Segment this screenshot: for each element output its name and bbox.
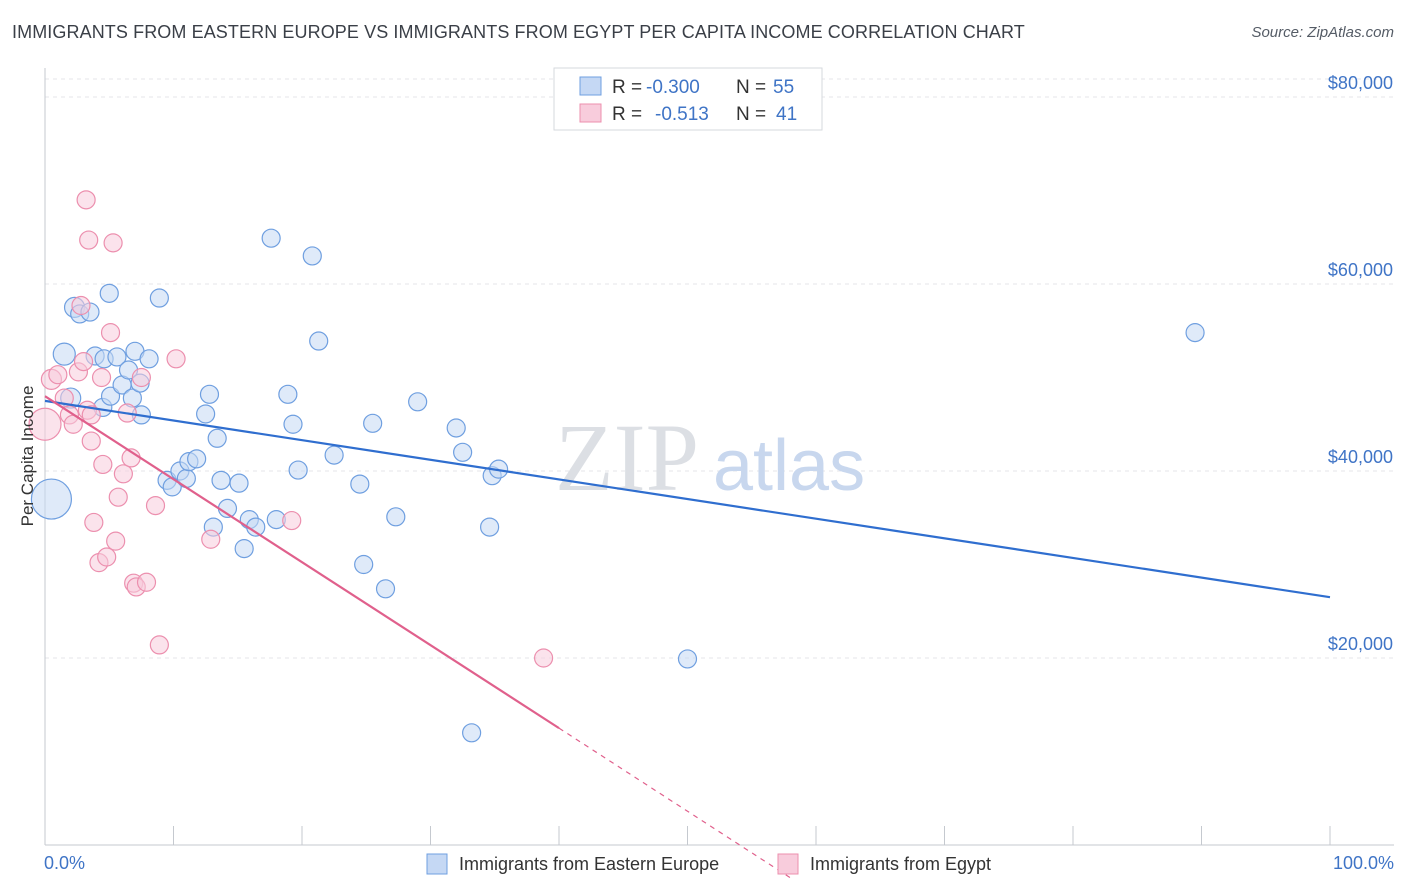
data-point-series1-45 [350, 474, 370, 494]
legend-swatch-egypt [777, 853, 799, 875]
data-point-series1-43 [309, 331, 329, 351]
stats-legend: R = -0.300 N = 55 R = -0.513 N = 41 [553, 67, 823, 131]
data-point-series1-51 [446, 418, 466, 438]
data-point-series1-28 [199, 384, 220, 404]
data-point-series1-31 [211, 470, 231, 490]
data-point-series2-30 [136, 572, 157, 592]
data-point-series2-31 [145, 495, 166, 516]
data-point-series2-19 [97, 547, 117, 567]
data-point-series1-53 [462, 723, 482, 743]
stats-n-value-1: 55 [773, 77, 794, 98]
data-point-series1-26 [187, 449, 207, 469]
data-point-series1-12 [100, 386, 121, 406]
data-point-series2-36 [533, 648, 554, 668]
data-point-series2-29 [131, 367, 151, 388]
data-point-series2-22 [108, 487, 128, 507]
x-tick-label-min: 0.0% [44, 853, 85, 873]
data-point-series2-14 [81, 431, 101, 451]
data-point-series1-50 [408, 392, 428, 412]
data-point-series1-57 [677, 649, 698, 669]
data-point-series2-12 [76, 190, 96, 210]
stats-r-label-2: R = [612, 104, 642, 125]
y-axis-label: Per Capita Income [18, 386, 37, 527]
data-point-series1-42 [302, 246, 322, 266]
data-point-series1-27 [196, 404, 216, 424]
data-point-series2-15 [84, 512, 104, 533]
data-point-series1-24 [176, 468, 196, 489]
stats-legend-swatch-eastern-europe [579, 76, 602, 96]
stats-n-value-2: 41 [776, 104, 797, 125]
data-point-series2-32 [149, 635, 169, 655]
data-point-series2-9 [71, 295, 91, 316]
x-tick-label-max: 100.0% [1333, 853, 1394, 873]
data-point-series1-48 [375, 579, 396, 599]
data-point-series1-49 [386, 507, 406, 527]
data-point-series1-44 [324, 445, 344, 465]
stats-n-label-2: N = [736, 104, 766, 125]
data-point-series2-18 [91, 367, 112, 388]
trend-line-series2 [44, 395, 560, 730]
data-point-series2-1 [28, 407, 62, 441]
legend-label-egypt: Immigrants from Egypt [810, 854, 991, 874]
data-point-series1-47 [354, 554, 374, 575]
series-legend: Immigrants from Eastern Europe Immigrant… [426, 853, 991, 875]
data-point-series1-38 [261, 228, 281, 248]
data-point-series1-52 [453, 442, 473, 462]
y-tick-label-80000: $80,000 [1328, 73, 1393, 93]
stats-legend-swatch-egypt [579, 103, 602, 123]
data-point-series2-11 [81, 405, 101, 425]
watermark: ZIP atlas [555, 404, 865, 511]
data-point-series1-40 [283, 414, 303, 434]
data-point-series2-17 [93, 454, 113, 475]
watermark-zip: ZIP [555, 404, 699, 511]
data-point-series1-41 [288, 460, 308, 480]
stats-r-value-2: -0.513 [655, 104, 709, 125]
data-point-series1-58 [1185, 323, 1205, 343]
data-points [28, 190, 1205, 743]
grid [45, 78, 1394, 659]
data-point-series2-13 [79, 230, 99, 250]
stats-r-value-1: -0.300 [646, 77, 700, 98]
chart-source: Source: ZipAtlas.com [1251, 24, 1394, 41]
data-point-series1-39 [278, 384, 298, 404]
y-tick-labels: $20,000 $40,000 $60,000 $80,000 [1328, 73, 1393, 654]
legend-swatch-eastern-europe [426, 853, 448, 875]
legend-label-eastern-europe: Immigrants from Eastern Europe [459, 854, 719, 874]
data-point-series1-11 [107, 347, 127, 367]
data-point-series1-18 [139, 349, 159, 369]
data-point-series1-30 [207, 428, 227, 448]
data-point-series2-35 [282, 510, 302, 531]
watermark-atlas: atlas [713, 426, 865, 506]
axes [44, 68, 1394, 846]
data-point-series2-23 [106, 531, 126, 551]
data-point-series2-3 [48, 365, 68, 385]
data-point-series2-24 [113, 464, 133, 484]
trend-line-series1 [44, 399, 1331, 599]
y-tick-label-60000: $60,000 [1328, 260, 1393, 280]
data-point-series2-20 [100, 323, 121, 343]
data-point-series1-46 [363, 413, 383, 433]
data-point-series2-33 [166, 349, 186, 369]
data-point-series1-2 [52, 342, 76, 366]
data-point-series2-34 [201, 529, 221, 549]
trend-lines [44, 395, 1331, 879]
data-point-series1-9 [99, 283, 119, 303]
data-point-series1-56 [480, 517, 500, 537]
data-point-series1-34 [234, 539, 254, 559]
data-point-series2-8 [73, 352, 94, 372]
data-point-series1-33 [229, 473, 249, 493]
stats-n-label-1: N = [736, 77, 766, 98]
data-point-series1-1 [30, 478, 73, 520]
data-point-series1-19 [149, 288, 169, 308]
chart-title: IMMIGRANTS FROM EASTERN EUROPE VS IMMIGR… [12, 22, 1025, 42]
y-tick-label-40000: $40,000 [1328, 447, 1393, 467]
stats-r-label-1: R = [612, 77, 642, 98]
y-tick-label-20000: $20,000 [1328, 634, 1393, 654]
data-point-series2-21 [103, 233, 123, 253]
